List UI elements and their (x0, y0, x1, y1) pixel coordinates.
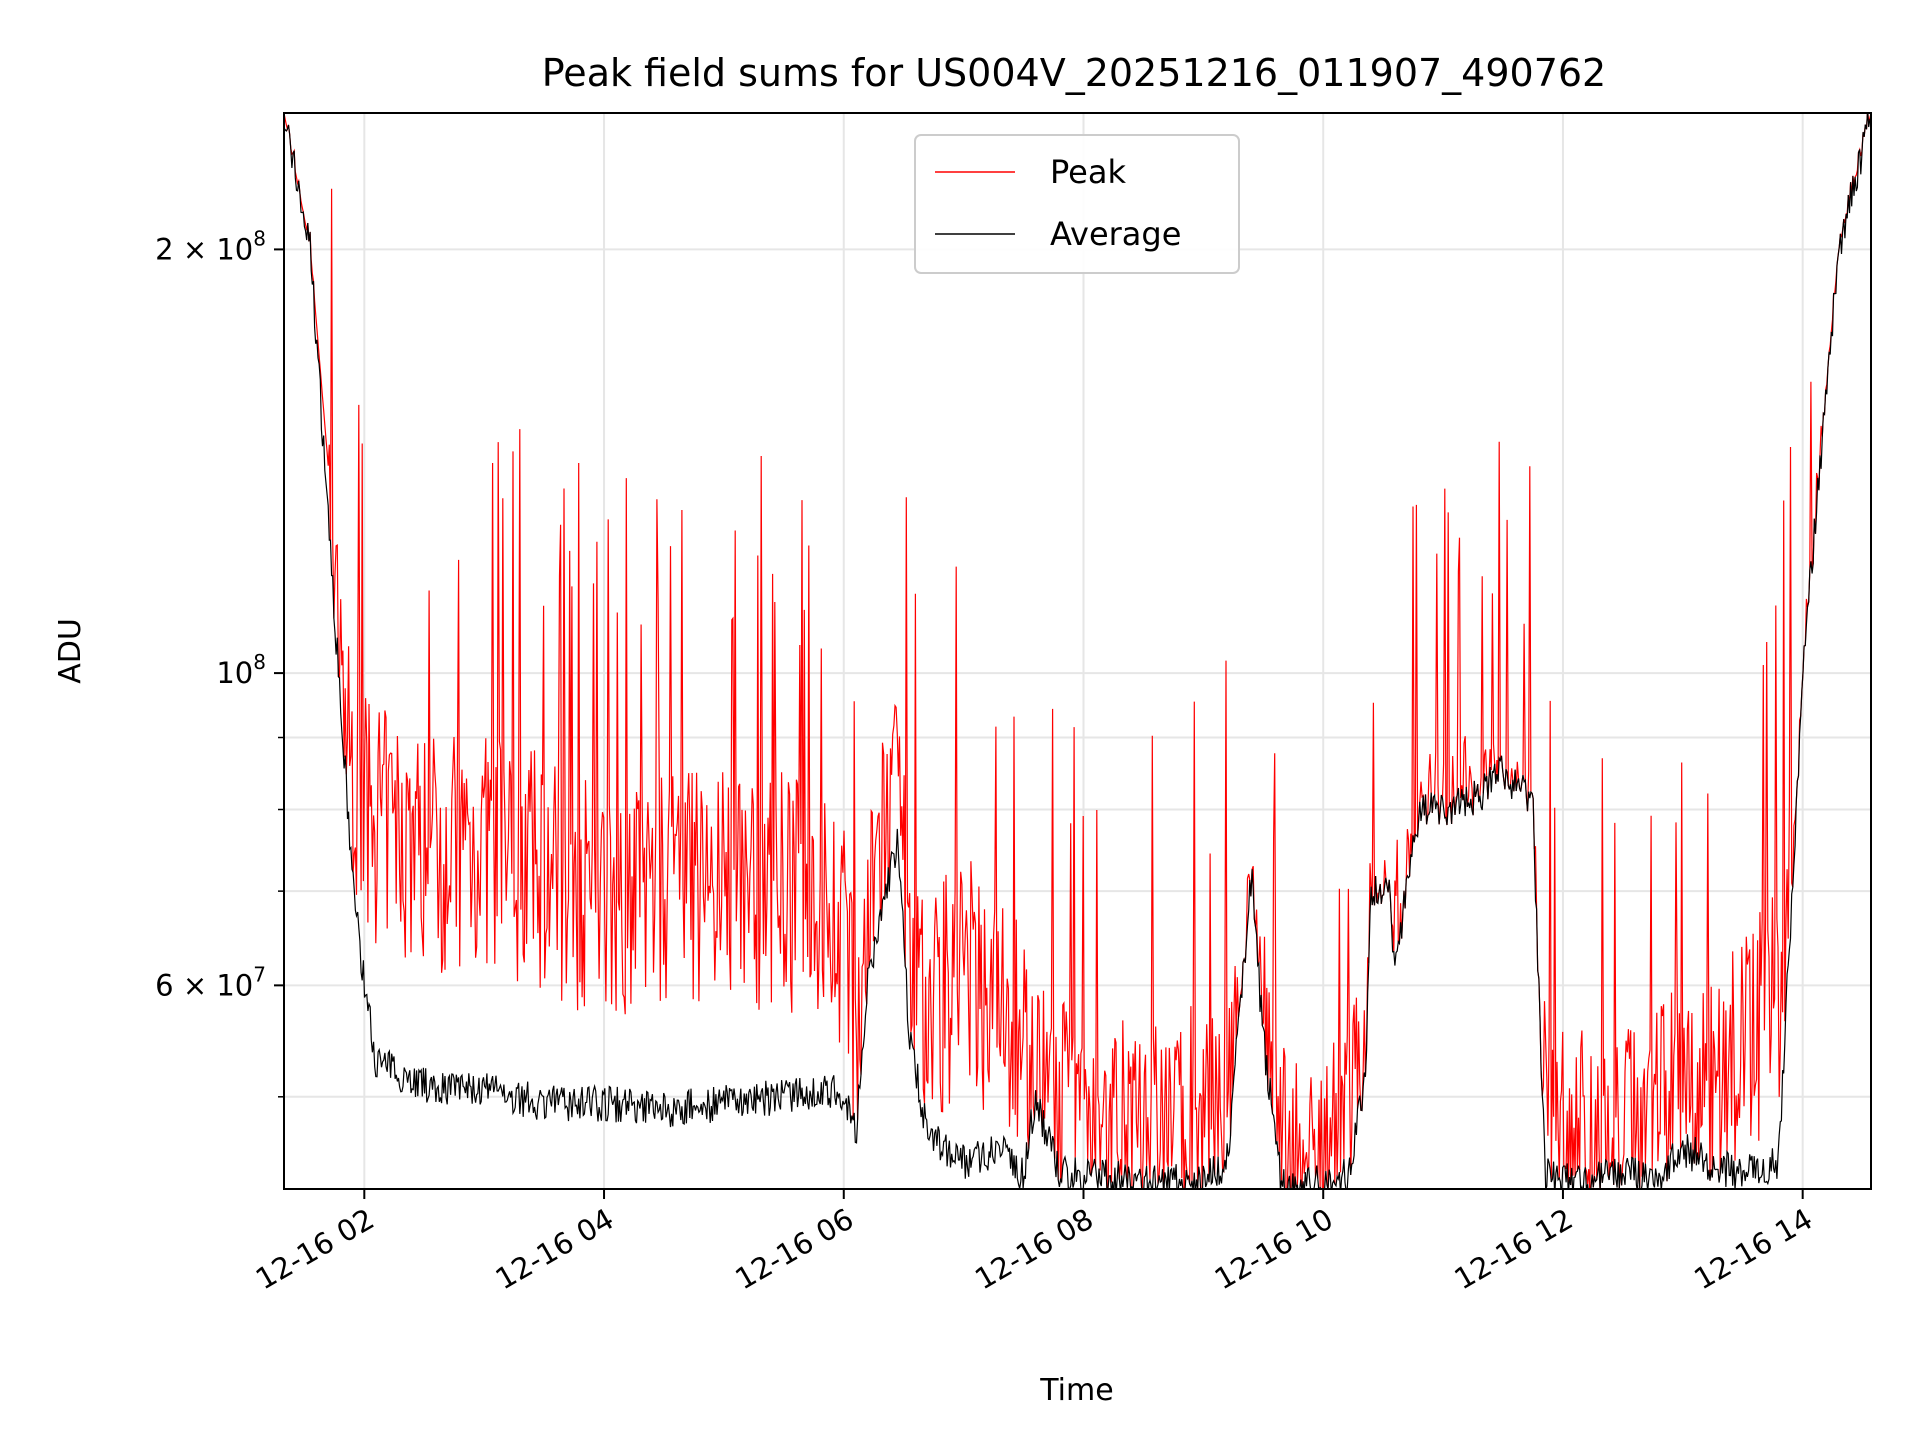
y-tick-exponent: 8 (253, 226, 266, 250)
y-tick-mantissa: 6 (155, 968, 173, 1002)
times-sign: × (174, 232, 217, 266)
series-line-average (284, 113, 1871, 1189)
series-layer (284, 113, 1871, 1189)
y-tick-base: 10 (216, 232, 253, 266)
y-tick-mantissa: 2 (155, 232, 173, 266)
y-tick-label: 2 × 108 (155, 226, 266, 266)
y-tick-base: 10 (216, 968, 253, 1002)
y-tick-base: 10 (216, 656, 253, 690)
y-tick-label: 6 × 107 (155, 962, 266, 1002)
plot-frame (283, 112, 1872, 1190)
legend-label-average: Average (1050, 215, 1181, 253)
chart-title: Peak field sums for US004V_20251216_0119… (542, 51, 1606, 95)
legend-label-peak: Peak (1050, 153, 1126, 191)
times-sign: × (174, 968, 217, 1002)
y-axis-label: ADU (53, 618, 88, 684)
y-tick-exponent: 8 (253, 650, 266, 674)
y-tick-exponent: 7 (253, 962, 266, 986)
legend: Peak Average (914, 134, 1240, 274)
x-axis-label: Time (1039, 1373, 1113, 1408)
grid (284, 113, 1871, 1189)
legend-box (914, 134, 1240, 274)
y-tick-label: 108 (216, 650, 266, 690)
